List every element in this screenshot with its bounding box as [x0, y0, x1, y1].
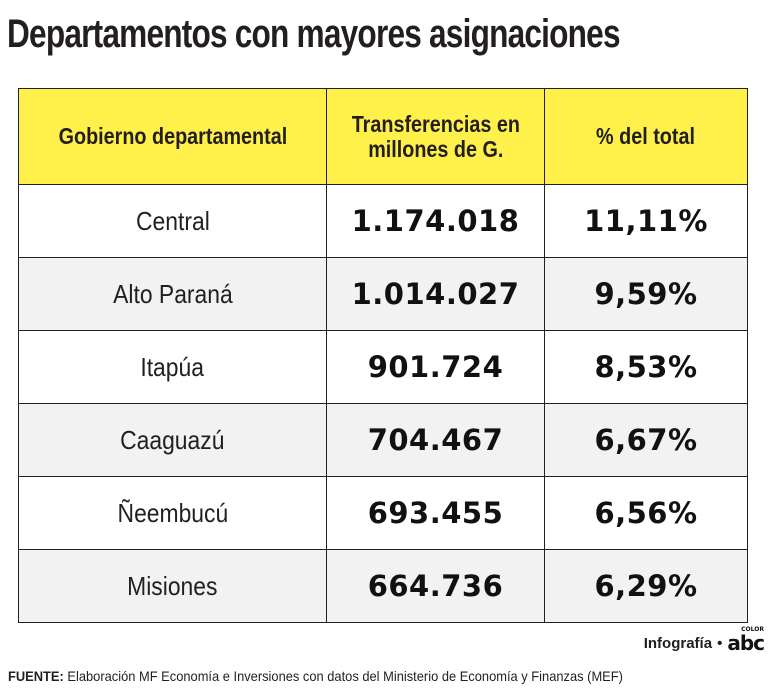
cell-transfer-value: 901.724 — [326, 330, 545, 404]
table-row: Central 1.174.018 11,11% — [18, 184, 748, 258]
department-name: Misiones — [127, 570, 218, 601]
department-name: Caaguazú — [120, 424, 225, 455]
cell-transfer-value: 704.467 — [326, 403, 545, 477]
cell-department: Central — [18, 184, 327, 258]
table-body: Central 1.174.018 11,11% Alto Paraná 1.014.0… — [18, 184, 748, 623]
cell-share-value: 6,29% — [544, 549, 748, 623]
column-header-share: % del total — [544, 88, 748, 185]
credit-label: Infografía — [643, 634, 713, 652]
cell-share-value: 11,11% — [544, 184, 748, 258]
cell-department: Itapúa — [18, 330, 327, 404]
credit-separator: • — [717, 634, 723, 652]
cell-department: Alto Paraná — [18, 257, 327, 331]
table-header-row: Gobierno departamental Transferencias en… — [18, 88, 748, 185]
table-row: Alto Paraná 1.014.027 9,59% — [18, 257, 748, 331]
column-header-transfers: Transferencias en millones de G. — [326, 88, 545, 185]
column-header-department: Gobierno departamental — [18, 88, 327, 185]
cell-department: Ñeembucú — [18, 476, 327, 550]
department-name: Alto Paraná — [112, 278, 233, 309]
abc-logo-text: abc — [727, 631, 765, 655]
source-text: Elaboración MF Economía e Inversiones co… — [63, 668, 623, 684]
department-name: Central — [135, 205, 210, 236]
source-label: FUENTE: — [8, 668, 64, 684]
department-name: Ñeembucú — [117, 497, 228, 528]
table-row: Ñeembucú 693.455 6,56% — [18, 476, 748, 550]
allocation-table: Gobierno departamental Transferencias en… — [18, 88, 748, 623]
column-header-transfers-line2: millones de G. — [367, 135, 504, 162]
column-header-department-label: Gobierno departamental — [58, 123, 287, 149]
source-note: FUENTE: Elaboración MF Economía e Invers… — [8, 668, 623, 684]
column-header-share-label: % del total — [596, 123, 696, 149]
cell-share-value: 6,67% — [544, 403, 748, 477]
cell-transfer-value: 1.174.018 — [326, 184, 545, 258]
chart-title: Departamentos con mayores asignaciones — [7, 12, 621, 56]
cell-share-value: 9,59% — [544, 257, 748, 331]
column-header-transfers-line1: Transferencias en — [351, 110, 520, 137]
table-row: Caaguazú 704.467 6,67% — [18, 403, 748, 477]
cell-share-value: 8,53% — [544, 330, 748, 404]
cell-department: Caaguazú — [18, 403, 327, 477]
abc-logo: abc COLOR — [727, 627, 765, 655]
department-name: Itapúa — [140, 351, 205, 382]
credit: Infografía • abc COLOR — [643, 627, 765, 655]
cell-transfer-value: 1.014.027 — [326, 257, 545, 331]
cell-share-value: 6,56% — [544, 476, 748, 550]
table-row: Itapúa 901.724 8,53% — [18, 330, 748, 404]
abc-logo-subtext: COLOR — [741, 626, 764, 633]
cell-transfer-value: 693.455 — [326, 476, 545, 550]
cell-transfer-value: 664.736 — [326, 549, 545, 623]
cell-department: Misiones — [18, 549, 327, 623]
table-row: Misiones 664.736 6,29% — [18, 549, 748, 623]
